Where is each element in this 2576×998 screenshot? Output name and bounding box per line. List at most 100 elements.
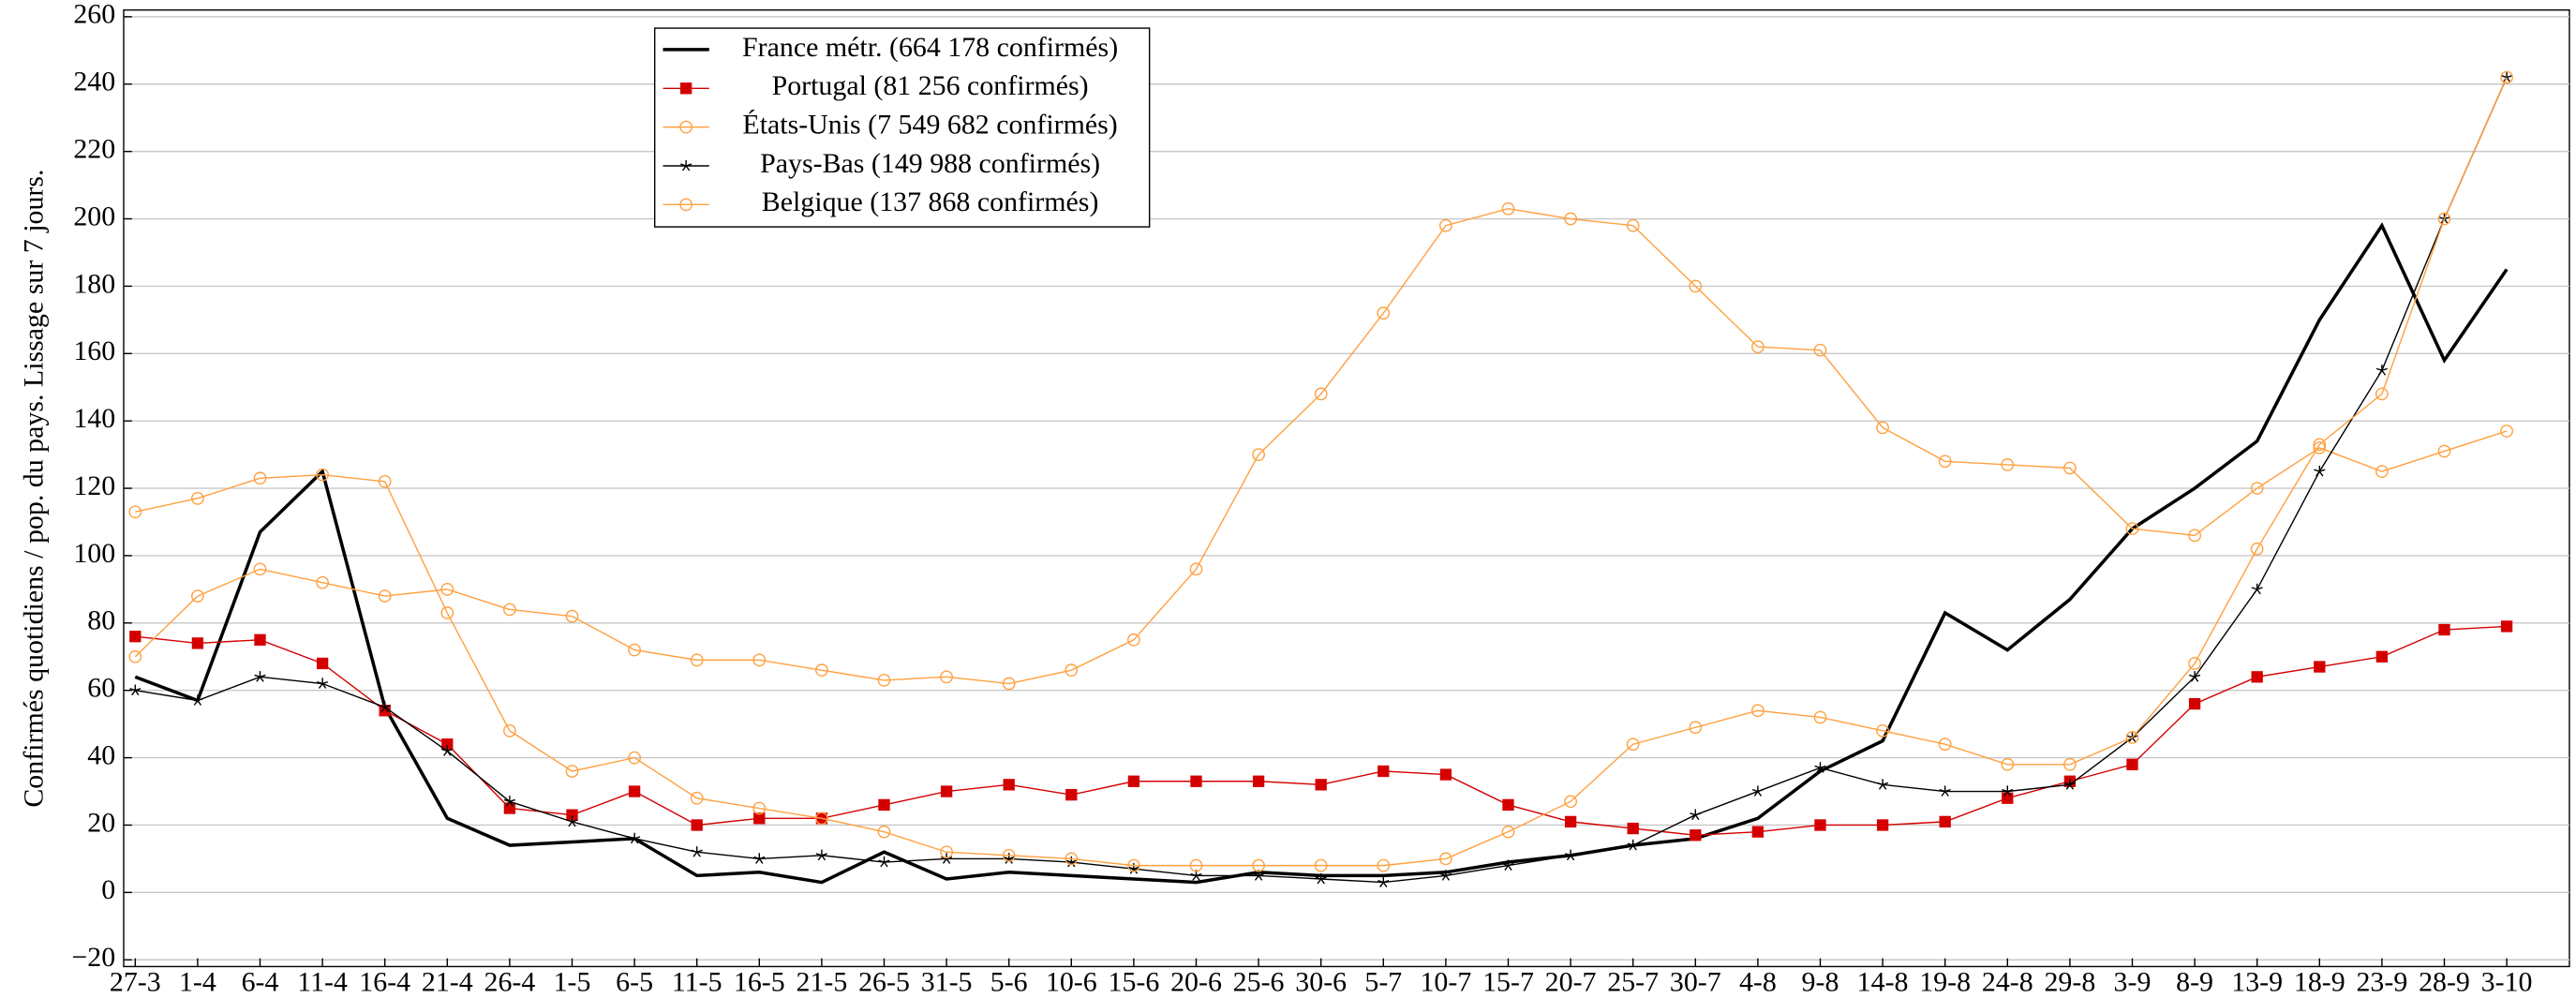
y-tick-label: 100 [73,538,115,569]
series-line [135,77,2508,884]
x-tick-label: 5-7 [1364,967,1402,998]
legend-box [653,27,1151,228]
marker [753,812,766,825]
marker [1439,768,1452,781]
marker [752,801,767,815]
marker [2001,458,2015,471]
marker [628,785,641,797]
x-tick-label: 13-9 [2231,967,2283,998]
x-tick-label: 6-5 [616,967,653,998]
marker [1564,212,1577,226]
x-tick-label: 21-4 [422,967,473,998]
y-tick-label: 60 [87,673,115,704]
marker [1813,710,1827,724]
x-tick-label: 11-5 [672,967,722,998]
marker [2125,731,2139,744]
marker [1689,721,1703,735]
x-tick-label: 21-5 [796,967,847,998]
marker [1314,387,1328,401]
y-tick-label: 200 [73,201,115,231]
marker [316,575,329,589]
marker [815,663,828,678]
x-tick-label: 26-4 [484,967,535,998]
marker [2500,70,2513,84]
marker [1439,870,1452,881]
marker [128,505,142,519]
marker [565,609,579,623]
legend-label: Pays-Bas (149 988 confirmés) [760,148,1100,179]
marker [877,825,891,839]
marker [2437,212,2451,226]
legend-label: États-Unis (7 549 682 confirmés) [742,109,1117,140]
legend-marker [679,120,692,134]
x-tick-label: 26-5 [858,967,910,998]
marker [1252,775,1265,787]
marker [1564,815,1577,828]
marker [878,856,890,868]
x-tick-label: 25-6 [1233,967,1285,998]
legend-marker [679,198,692,212]
marker [1690,829,1702,842]
x-tick-label: 28-9 [2419,967,2470,998]
x-tick-label: 4-8 [1739,967,1777,998]
marker [2313,441,2327,454]
marker [1751,704,1764,718]
marker [1690,809,1702,821]
marker [441,745,454,756]
marker [1939,785,1951,797]
series-line [135,77,2508,867]
marker [379,701,391,713]
y-tick-label: −20 [71,942,115,973]
marker [1002,677,1016,691]
x-tick-label: 3-9 [2114,967,2152,998]
x-tick-label: 16-5 [734,967,785,998]
legend-label: Belgique (137 868 confirmés) [762,186,1099,217]
marker [2189,671,2201,682]
marker [316,657,329,670]
marker [1813,343,1827,357]
marker [1189,858,1203,872]
marker [1127,633,1140,647]
marker [1814,762,1826,773]
marker [878,798,890,812]
marker [1814,819,1826,831]
marker [503,723,516,737]
marker [1190,775,1202,787]
marker [1003,779,1015,791]
y-tick-label: 80 [87,605,115,636]
marker [940,845,953,859]
marker [1065,663,1079,678]
marker [2126,758,2138,770]
marker [2002,792,2014,804]
marker [1876,421,1889,435]
marker [2063,757,2077,771]
marker [129,684,141,696]
marker [2500,425,2513,438]
x-tick-label: 16-4 [359,967,410,998]
series-line [134,208,2508,685]
marker [1627,839,1639,851]
marker [2250,542,2264,556]
marker [1502,798,1514,812]
marker [2001,757,2015,771]
marker [690,791,704,805]
x-tick-label: 11-4 [297,967,348,998]
marker [1252,858,1265,872]
marker [1377,858,1391,872]
y-tick-label: 20 [87,807,115,838]
marker [2002,785,2014,797]
marker [1189,562,1203,576]
x-tick-label: 1-5 [554,967,591,998]
marker [691,846,703,857]
marker [629,832,641,844]
x-tick-label: 27-3 [110,967,161,998]
marker [1065,788,1078,801]
x-tick-label: 1-4 [179,967,216,998]
marker [1502,859,1514,871]
marker [503,603,516,617]
series [128,70,2513,872]
y-axis-label: Confirmés quotidiens / pop. du pays. Lis… [19,169,50,807]
marker [1002,848,1016,862]
marker [2375,465,2389,478]
